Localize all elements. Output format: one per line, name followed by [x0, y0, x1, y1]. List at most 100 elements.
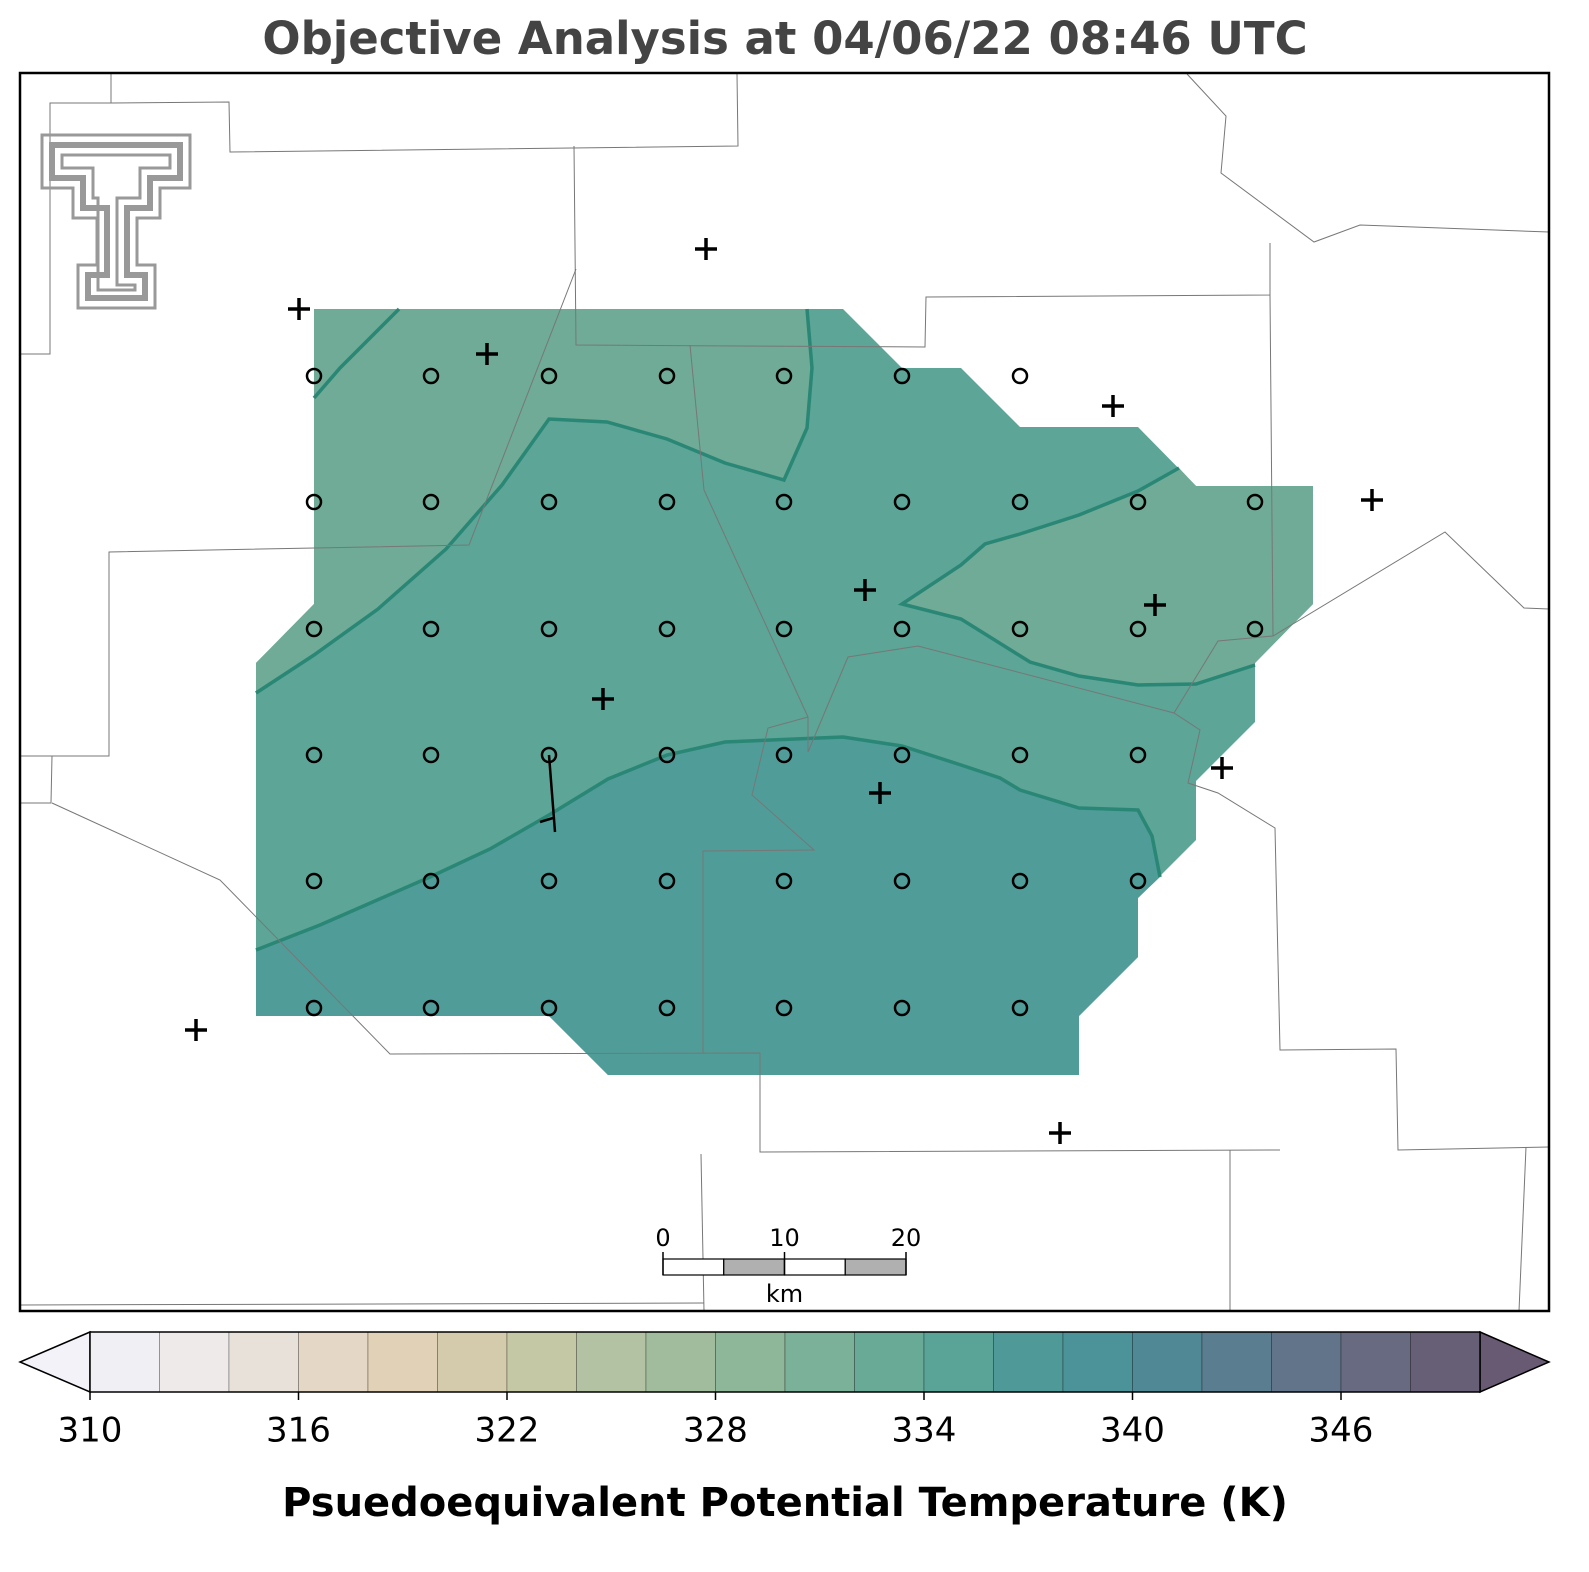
- station-marker: [695, 238, 717, 260]
- colorbar-label: Psuedoequivalent Potential Temperature (…: [282, 1480, 1288, 1526]
- colorbar-bin: [159, 1331, 230, 1393]
- scale-tick-label: 20: [891, 1224, 922, 1252]
- colorbar-bin: [1062, 1331, 1133, 1393]
- scale-tick-label: 10: [769, 1224, 800, 1252]
- colorbar-tick-label: 316: [266, 1411, 331, 1451]
- map: [18, 71, 1551, 1313]
- colorbar-bin: [1340, 1331, 1411, 1393]
- colorbar-tick-label: 346: [1309, 1411, 1374, 1451]
- scale-bar: 0 10 20 km: [655, 1224, 921, 1308]
- contour: [255, 308, 814, 695]
- grid-point: [422, 999, 440, 1017]
- colorbar-bin: [298, 1331, 369, 1393]
- colorbar-bin: [854, 1331, 925, 1393]
- grid-point: [1011, 872, 1029, 890]
- colorbar-bin: [993, 1331, 1064, 1393]
- station-marker: [1049, 1122, 1071, 1144]
- station-marker: [869, 782, 891, 804]
- grid-point: [893, 872, 911, 890]
- grid-point: [893, 367, 911, 385]
- grid-point: [658, 367, 676, 385]
- grid-point: [658, 872, 676, 890]
- grid-point: [422, 493, 440, 511]
- colorbar-extend: [18, 1330, 91, 1394]
- grid-point: [893, 999, 911, 1017]
- colorbar-frame: [89, 1331, 1481, 1393]
- scale-segment: [662, 1258, 725, 1276]
- grid-point: [305, 746, 323, 764]
- grid-point: [775, 999, 793, 1017]
- grid-point: [893, 746, 911, 764]
- colorbar-bin: [715, 1331, 786, 1393]
- colorbar-bin: [228, 1331, 299, 1393]
- scale-segment: [844, 1258, 907, 1276]
- colorbar-bin: [367, 1331, 438, 1393]
- station-marker: [854, 579, 876, 601]
- station-marker: [1102, 395, 1124, 417]
- station-marker: [288, 298, 310, 320]
- station-marker: [185, 1019, 207, 1041]
- grid-point: [658, 999, 676, 1017]
- colorbar-bin: [1410, 1331, 1481, 1393]
- station-marker: [1211, 757, 1233, 779]
- colorbar-bin: [506, 1331, 577, 1393]
- grid-point: [1129, 493, 1147, 511]
- grid-point: [658, 746, 676, 764]
- logo: [40, 133, 192, 310]
- grid-point: [775, 493, 793, 511]
- colorbar-bin: [645, 1331, 716, 1393]
- grid-point: [305, 999, 323, 1017]
- colorbar-bin: [576, 1331, 647, 1393]
- colorbar-bin: [1271, 1331, 1342, 1393]
- station-marker: [1361, 489, 1383, 511]
- grid-point: [1011, 493, 1029, 511]
- grid-point: [305, 620, 323, 638]
- title: Objective Analysis at 04/06/22 08:46 UTC: [262, 12, 1307, 65]
- scale-segment: [723, 1258, 786, 1276]
- analysis-region-light: [256, 309, 812, 693]
- grid-point: [1011, 620, 1029, 638]
- grid-point: [305, 367, 323, 385]
- grid-point: [1011, 746, 1029, 764]
- grid-point: [658, 493, 676, 511]
- colorbar-tick-label: 310: [58, 1411, 123, 1451]
- grid-point: [422, 746, 440, 764]
- contour: [312, 307, 401, 400]
- colorbar-tick-label: 322: [475, 1411, 540, 1451]
- colorbar-bin: [89, 1331, 160, 1393]
- scale-tick-label: 0: [655, 1224, 670, 1252]
- contour: [255, 735, 1162, 952]
- colorbar-bin: [437, 1331, 508, 1393]
- grid-point: [540, 872, 558, 890]
- grid-point: [422, 872, 440, 890]
- colorbar-tick-label: 340: [1100, 1411, 1165, 1451]
- grid-point: [540, 367, 558, 385]
- colorbar-tick-label: 334: [892, 1411, 957, 1451]
- wind-barb: [547, 754, 557, 833]
- grid-point: [775, 620, 793, 638]
- colorbar-tick-label: 328: [683, 1411, 748, 1451]
- station-marker: [476, 343, 498, 365]
- grid-point: [775, 367, 793, 385]
- contour: [897, 466, 1256, 687]
- grid-point: [1011, 367, 1029, 385]
- colorbar-bin: [784, 1331, 855, 1393]
- colorbar-bin: [1132, 1331, 1203, 1393]
- grid-point: [1246, 620, 1264, 638]
- scale-segment: [783, 1258, 846, 1276]
- county-lines: [19, 73, 1550, 1312]
- grid-point: [540, 620, 558, 638]
- grid-point: [893, 620, 911, 638]
- map-frame: [18, 71, 1551, 1313]
- station-marker: [592, 688, 614, 710]
- grid-point: [893, 493, 911, 511]
- grid-point: [1129, 746, 1147, 764]
- analysis-region-dark: [256, 737, 1160, 1075]
- grid-point: [658, 620, 676, 638]
- grid-point: [305, 872, 323, 890]
- colorbar-bin: [1201, 1331, 1272, 1393]
- scale-unit: km: [766, 1280, 803, 1308]
- colorbar: 310 316 322 328 334 340 346: [18, 1330, 1551, 1451]
- grid-point: [1129, 620, 1147, 638]
- colorbar-extend: [1479, 1330, 1551, 1394]
